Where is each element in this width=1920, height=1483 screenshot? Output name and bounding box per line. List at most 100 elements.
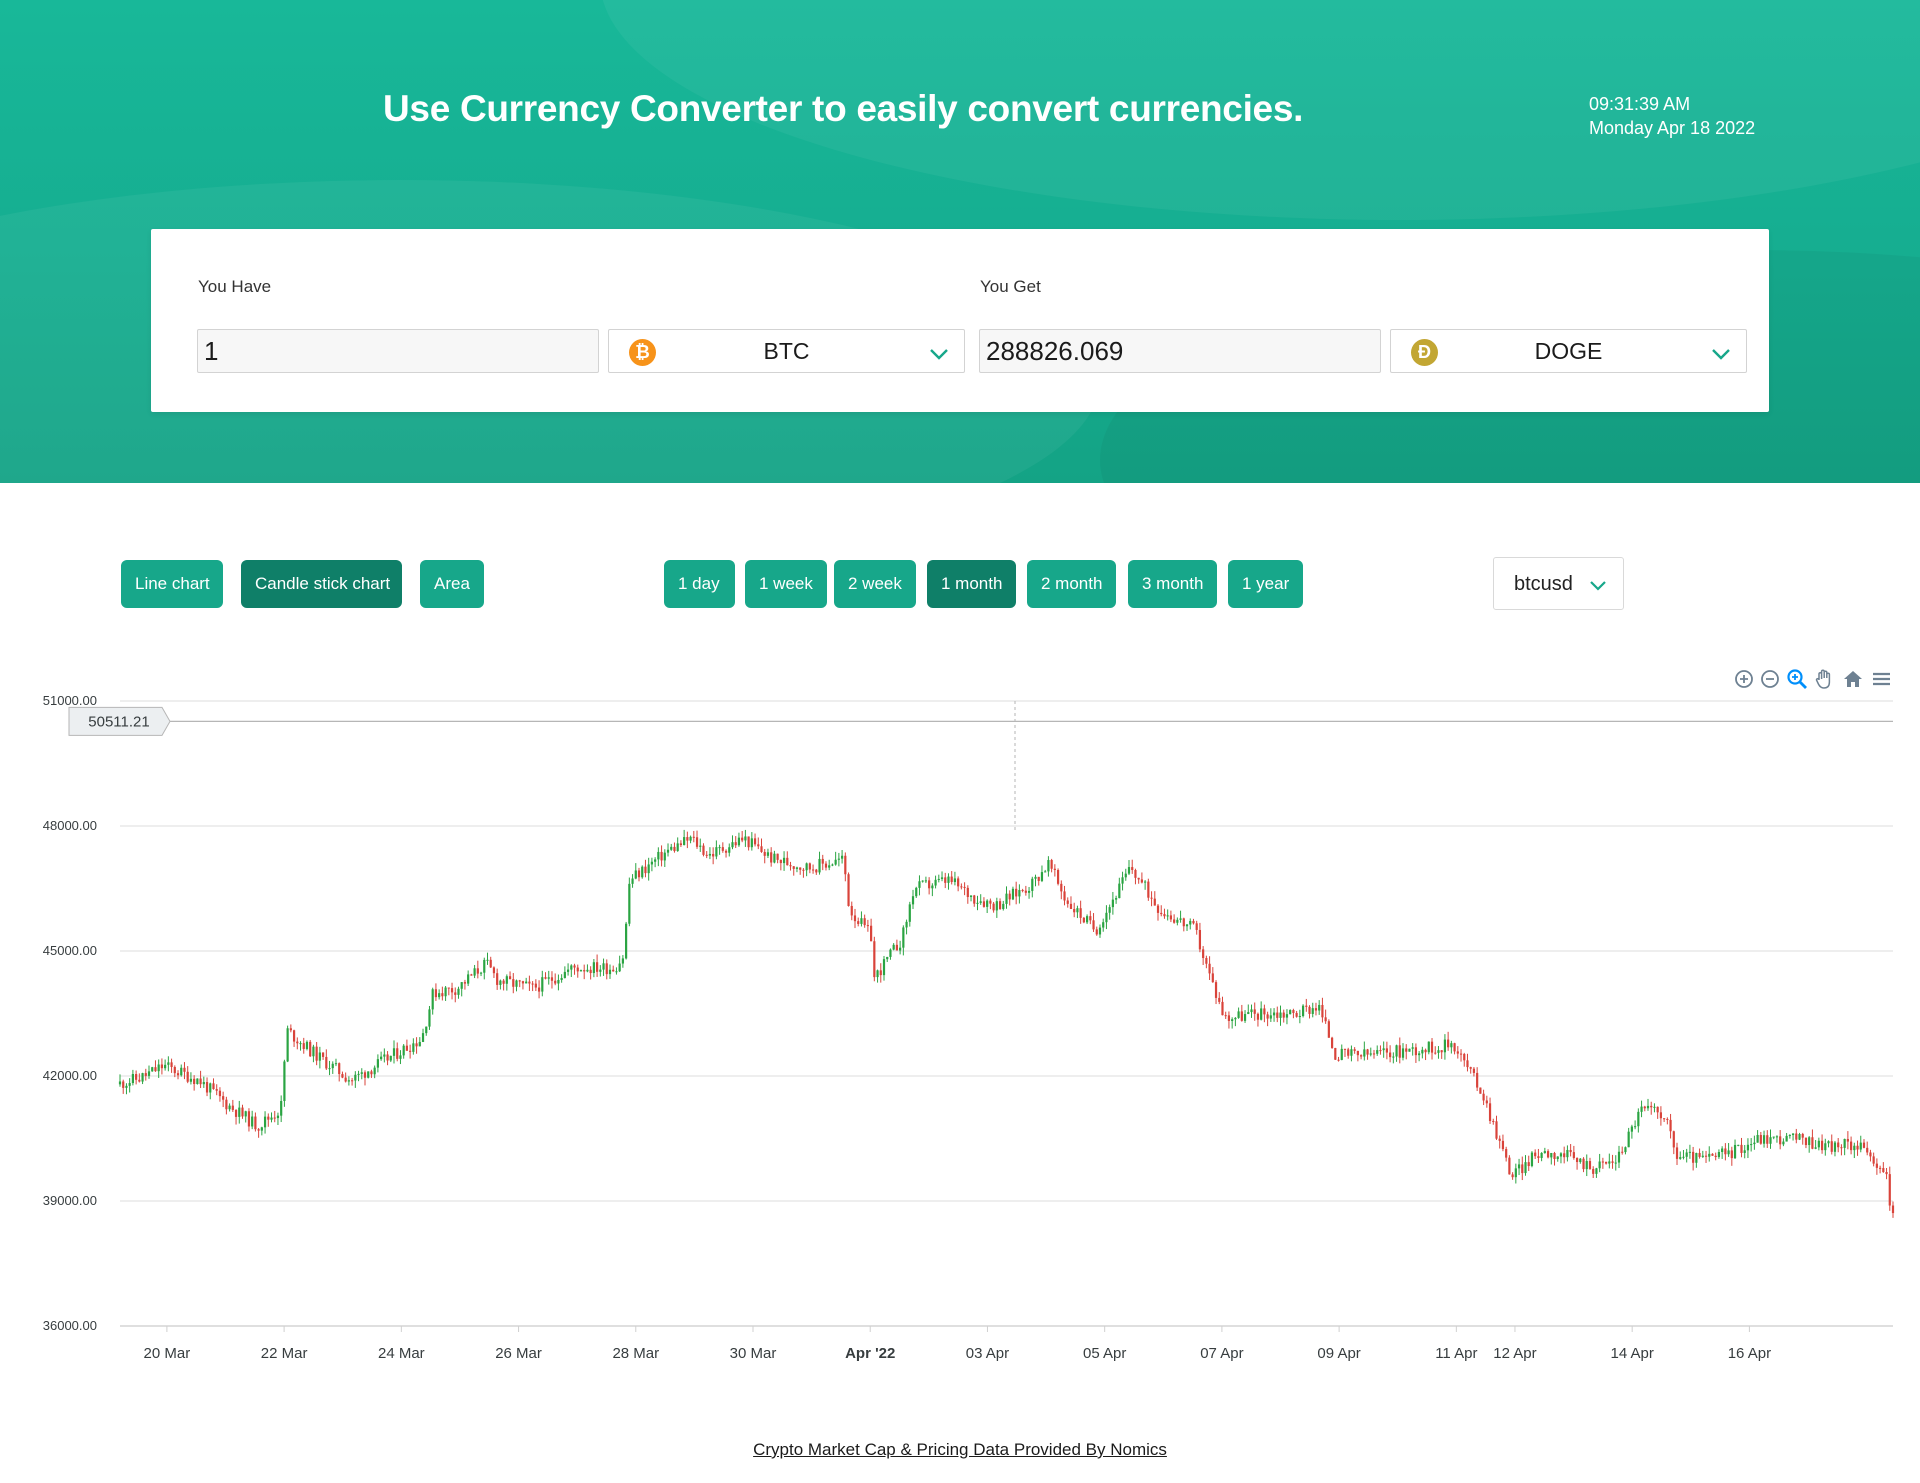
candle (380, 1051, 383, 1061)
candle (1118, 877, 1121, 899)
candle-body (373, 1067, 376, 1075)
x-tick-label: 12 Apr (1493, 1345, 1536, 1362)
candle (321, 1052, 325, 1060)
range-1-day-button[interactable]: 1 day (664, 560, 735, 608)
candle-body (202, 1082, 205, 1085)
have-amount-input[interactable]: 1 (197, 329, 599, 373)
candle-body (1447, 1039, 1450, 1048)
candle (1279, 1005, 1282, 1026)
zoom-selection-icon[interactable] (1786, 668, 1808, 690)
range-3-month-button[interactable]: 3 month (1128, 560, 1217, 608)
candle (1708, 1146, 1711, 1162)
candle-body (950, 876, 953, 883)
candle-body (1221, 1001, 1224, 1016)
candle-body (1785, 1135, 1788, 1142)
candlestick-chart-button[interactable]: Candle stick chart (241, 560, 402, 608)
candle (1846, 1131, 1849, 1150)
range-1-year-button[interactable]: 1 year (1228, 560, 1303, 608)
candle (1585, 1154, 1588, 1177)
candle-body (776, 853, 779, 860)
candle (234, 1109, 238, 1125)
candle (118, 1074, 122, 1087)
crosshair-label-box (68, 706, 171, 736)
candle-body (131, 1074, 134, 1084)
candle (908, 901, 911, 927)
candle (1221, 996, 1224, 1016)
candle (157, 1059, 160, 1078)
candle-body (1292, 1010, 1295, 1013)
candle (470, 973, 473, 976)
have-currency-select[interactable]: ₿ BTC (608, 329, 965, 373)
candle-body (463, 982, 467, 984)
candle-body (1321, 1004, 1324, 1018)
pan-icon[interactable] (1813, 668, 1835, 690)
candle (1556, 1156, 1559, 1162)
candle-body (193, 1078, 196, 1085)
nomics-credit-link[interactable]: Crypto Market Cap & Pricing Data Provide… (753, 1440, 1167, 1459)
candle-body (1015, 888, 1018, 897)
candle (537, 980, 541, 999)
candle (731, 835, 734, 850)
candle-body (302, 1043, 305, 1049)
candle-body (808, 863, 811, 870)
candle-body (953, 878, 957, 883)
candle-body (1853, 1145, 1856, 1151)
candle-body (396, 1048, 399, 1059)
candle-body (1002, 903, 1005, 910)
candle-body (837, 858, 840, 860)
candle (1801, 1132, 1804, 1145)
candle (160, 1058, 164, 1075)
get-currency-select[interactable]: Ð DOGE (1390, 329, 1747, 373)
zoom-out-icon[interactable] (1759, 668, 1781, 690)
candle (373, 1065, 376, 1079)
candle (215, 1084, 218, 1096)
candle-body (1817, 1140, 1820, 1148)
candle (434, 983, 438, 1001)
candle-body (118, 1081, 122, 1085)
candle (473, 964, 476, 979)
candle-body (1305, 1005, 1308, 1007)
candle (444, 985, 447, 1001)
candle (1447, 1031, 1450, 1051)
candle (1611, 1154, 1614, 1169)
candle (886, 956, 889, 963)
pair-select[interactable]: btcusd (1493, 557, 1624, 610)
candle (1456, 1046, 1459, 1059)
candle (1795, 1128, 1798, 1144)
range-1-month-button[interactable]: 1 month (927, 560, 1016, 608)
candle (728, 843, 731, 857)
candle (1566, 1145, 1569, 1162)
candle-body (1118, 883, 1121, 899)
candle-body (811, 869, 815, 871)
candle-body (470, 974, 473, 976)
candle-body (1663, 1118, 1666, 1120)
candle-body (1363, 1049, 1366, 1057)
range-2-week-button[interactable]: 2 week (834, 560, 916, 608)
candle-body (173, 1067, 176, 1074)
candle (1624, 1146, 1627, 1155)
zoom-in-icon[interactable] (1733, 668, 1755, 690)
candle-body (1546, 1151, 1550, 1158)
candle-body (228, 1105, 231, 1110)
candle (1888, 1166, 1891, 1211)
candle-body (1272, 1012, 1276, 1016)
price-chart[interactable]: 51000.00 48000.00 45000.00 42000.00 39000.00… (0, 690, 1920, 1370)
candle-body (1285, 1014, 1289, 1018)
range-2-month-button[interactable]: 2 month (1027, 560, 1116, 608)
menu-icon[interactable] (1870, 668, 1892, 690)
range-1-week-button[interactable]: 1 week (745, 560, 827, 608)
candle (566, 963, 570, 976)
area-chart-button[interactable]: Area (420, 560, 484, 608)
candle-body (1311, 1008, 1314, 1014)
candle-body (515, 980, 518, 987)
get-amount-input[interactable]: 288826.069 (979, 329, 1381, 373)
candle-body (724, 850, 728, 853)
candle (1269, 1008, 1272, 1022)
candle (1688, 1144, 1692, 1159)
candle-body (770, 852, 773, 863)
line-chart-button[interactable]: Line chart (121, 560, 223, 608)
home-icon[interactable] (1842, 668, 1864, 690)
candle (1053, 864, 1056, 877)
candle-body (276, 1115, 280, 1119)
candle-body (1098, 927, 1102, 935)
